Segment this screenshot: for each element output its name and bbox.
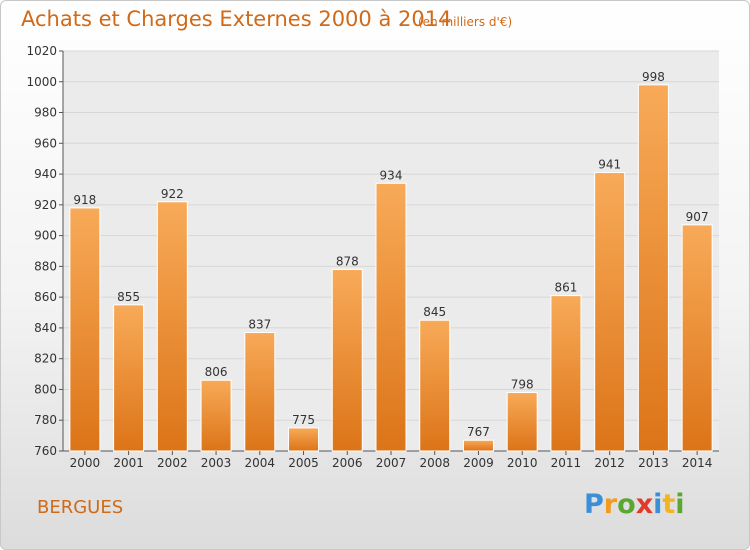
y-tick-label: 780	[34, 413, 57, 427]
bar	[375, 182, 407, 452]
y-tick-label: 760	[34, 444, 57, 458]
logo-letter: o	[617, 489, 636, 520]
y-tick-label: 880	[34, 259, 57, 273]
x-tick-label: 2013	[638, 456, 669, 470]
bar-value-label: 855	[117, 290, 140, 304]
x-tick-label: 2012	[594, 456, 625, 470]
bar-value-label: 934	[380, 168, 403, 182]
y-tick-label: 940	[34, 167, 57, 181]
y-tick-label: 920	[34, 198, 57, 212]
bar-value-label: 922	[161, 187, 184, 201]
y-tick-label: 800	[34, 382, 57, 396]
bar-value-label: 861	[554, 281, 577, 295]
x-tick-label: 2000	[70, 456, 101, 470]
logo-letter: P	[584, 489, 604, 520]
bar-value-label: 918	[73, 193, 96, 207]
bar-value-label: 998	[642, 70, 665, 84]
x-tick-label: 2009	[463, 456, 494, 470]
y-tick-label: 860	[34, 290, 57, 304]
logo-letter: i	[653, 489, 663, 520]
bar	[156, 201, 188, 452]
x-tick-label: 2007	[376, 456, 407, 470]
logo-letter: x	[635, 489, 654, 520]
town-name: BERGUES	[37, 497, 124, 518]
x-tick-label: 2002	[157, 456, 188, 470]
y-tick-label: 820	[34, 352, 57, 366]
bar	[462, 439, 494, 452]
y-tick-label: 960	[34, 136, 57, 150]
x-tick-label: 2008	[419, 456, 450, 470]
logo-letter: t	[662, 489, 676, 520]
bar	[681, 224, 713, 452]
bar	[506, 392, 538, 452]
bar	[419, 319, 451, 452]
bar-value-label: 878	[336, 254, 359, 268]
bar	[550, 295, 582, 452]
x-tick-label: 2003	[201, 456, 232, 470]
chart-title: Achats et Charges Externes 2000 à 2014	[21, 7, 452, 31]
bar-value-label: 806	[205, 365, 228, 379]
chart-subtitle: (en milliers d'€)	[418, 15, 513, 29]
y-tick-label: 1020	[26, 44, 57, 58]
y-tick-label: 840	[34, 321, 57, 335]
bar	[244, 332, 276, 452]
bar	[113, 304, 145, 452]
x-tick-label: 2014	[682, 456, 713, 470]
x-tick-label: 2001	[113, 456, 144, 470]
bar-value-label: 845	[423, 305, 446, 319]
x-tick-label: 2006	[332, 456, 363, 470]
bar	[288, 427, 320, 452]
logo-letter: r	[603, 489, 618, 520]
bar-value-label: 775	[292, 413, 315, 427]
y-tick-label: 900	[34, 229, 57, 243]
x-tick-label: 2004	[245, 456, 276, 470]
y-tick-label: 1000	[26, 75, 57, 89]
bar	[69, 207, 101, 452]
proxiti-logo[interactable]: Proxiti	[584, 489, 685, 520]
bar	[331, 268, 363, 452]
bar-value-label: 941	[598, 158, 621, 172]
bar-value-label: 837	[248, 318, 271, 332]
bar	[200, 379, 232, 452]
x-tick-label: 2005	[288, 456, 319, 470]
y-tick-label: 980	[34, 106, 57, 120]
bar-value-label: 767	[467, 425, 490, 439]
x-tick-label: 2011	[551, 456, 582, 470]
bar	[594, 172, 626, 452]
bar-value-label: 798	[511, 378, 534, 392]
x-tick-label: 2010	[507, 456, 538, 470]
logo-letter: i	[675, 489, 685, 520]
bar	[637, 84, 669, 452]
bar-value-label: 907	[686, 210, 709, 224]
